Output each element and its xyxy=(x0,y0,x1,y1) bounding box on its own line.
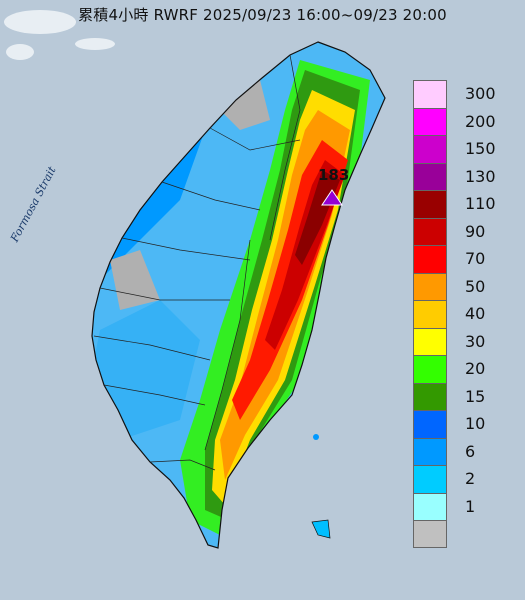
county-boundaries xyxy=(93,54,301,471)
legend-swatch xyxy=(413,492,447,520)
legend-swatch xyxy=(413,382,447,410)
legend-label: 40 xyxy=(465,304,486,323)
legend-swatches xyxy=(413,80,453,548)
legend-label: 90 xyxy=(465,221,486,241)
coast-speckle xyxy=(4,10,115,60)
legend-label: 70 xyxy=(465,249,486,268)
legend-swatch xyxy=(413,410,447,438)
legend-swatch xyxy=(413,135,447,163)
legend-label: 30 xyxy=(465,331,486,351)
legend-label: 50 xyxy=(465,276,486,296)
legend-swatch xyxy=(413,355,447,383)
legend-swatch xyxy=(413,300,447,328)
legend-swatch xyxy=(413,245,447,273)
legend-swatch xyxy=(413,190,447,218)
legend-label: 2 xyxy=(465,469,476,488)
lanyu-island xyxy=(313,434,319,440)
island-outline xyxy=(91,41,386,549)
legend-swatch xyxy=(413,272,447,300)
max-rainfall-value: 183 xyxy=(318,166,350,184)
legend-swatch xyxy=(413,437,447,465)
legend-swatch xyxy=(413,162,447,190)
legend-swatch xyxy=(413,465,447,493)
legend-label: 20 xyxy=(465,359,486,378)
legend xyxy=(413,80,453,548)
legend-label: 15 xyxy=(465,386,486,406)
legend-label: 200 xyxy=(465,111,496,131)
legend-label: 150 xyxy=(465,139,496,158)
max-rainfall-marker-icon xyxy=(321,189,343,206)
green-island xyxy=(311,519,331,539)
legend-swatch xyxy=(413,327,447,355)
legend-label: 10 xyxy=(465,414,486,433)
legend-label: 6 xyxy=(465,441,476,461)
legend-swatch xyxy=(413,80,447,108)
map-title: 累積4小時 RWRF 2025/09/23 16:00~09/23 20:00 xyxy=(78,6,447,24)
legend-label: 300 xyxy=(465,84,496,103)
legend-label: 130 xyxy=(465,166,496,186)
legend-label: 110 xyxy=(465,194,496,213)
legend-swatch xyxy=(413,217,447,245)
legend-swatch xyxy=(413,107,447,135)
legend-label: 1 xyxy=(465,496,476,516)
legend-swatch xyxy=(413,520,447,548)
